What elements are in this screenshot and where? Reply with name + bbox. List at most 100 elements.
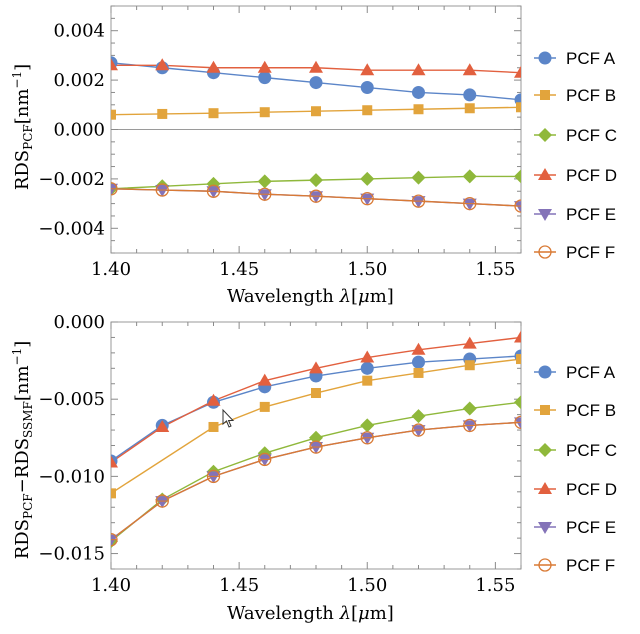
data-point-pcf-a <box>412 355 425 369</box>
legend-marker <box>538 365 552 379</box>
legend-label: PCF E <box>566 518 616 537</box>
x-tick-label: 1.55 <box>475 259 515 280</box>
legend-marker <box>538 51 552 65</box>
data-point-pcf-f <box>360 431 374 445</box>
data-point-pcf-f <box>463 196 477 211</box>
x-tick-label: 1.55 <box>475 575 515 596</box>
y-tick-label: −0.004 <box>38 218 105 239</box>
data-point-pcf-f <box>258 187 272 201</box>
data-point-pcf-e <box>462 198 477 211</box>
data-point-pcf-c <box>309 430 323 445</box>
data-point-pcf-d <box>206 393 221 406</box>
data-point-pcf-b <box>516 354 521 365</box>
data-point-pcf-c <box>462 401 477 416</box>
data-point-pcf-b <box>464 360 475 371</box>
series-area <box>111 56 521 214</box>
y-tick-label: 0.000 <box>53 312 105 333</box>
legend-label: PCF B <box>566 401 616 420</box>
data-point-pcf-d <box>309 361 323 374</box>
data-point-pcf-b <box>311 106 321 117</box>
legend-item: PCF C <box>534 126 617 145</box>
data-point-pcf-d <box>206 60 221 73</box>
data-point-pcf-b <box>208 108 219 119</box>
data-point-pcf-d <box>155 419 170 432</box>
y-tick-label: 0.000 <box>53 120 105 141</box>
data-point-pcf-f <box>463 418 477 433</box>
data-point-pcf-d <box>309 60 323 73</box>
legend-item: PCF A <box>534 49 616 68</box>
data-point-pcf-d <box>257 60 272 73</box>
legend-label: PCF C <box>566 441 617 460</box>
data-point-pcf-f <box>206 184 221 198</box>
legend-marker <box>540 90 550 100</box>
legend-marker <box>538 245 552 259</box>
legend-label: PCF E <box>566 205 616 224</box>
data-point-pcf-e <box>206 186 221 199</box>
data-point-pcf-a <box>463 88 477 102</box>
x-tick-label: 1.50 <box>347 259 387 280</box>
data-point-pcf-b <box>413 367 424 378</box>
legend: PCF A PCF B PCF C PCF D PCF E PCF F <box>534 363 617 575</box>
data-point-pcf-c <box>514 169 521 184</box>
data-point-pcf-e <box>206 471 221 484</box>
data-point-pcf-d <box>411 63 426 76</box>
data-point-pcf-d <box>462 63 477 76</box>
data-point-pcf-b <box>516 102 521 113</box>
data-point-pcf-f <box>309 440 323 454</box>
data-point-pcf-f <box>514 415 521 429</box>
data-point-pcf-f <box>360 192 374 206</box>
data-point-pcf-e <box>155 496 170 509</box>
legend-label: PCF B <box>566 86 616 105</box>
data-point-pcf-d <box>411 342 426 355</box>
legend-label: PCF F <box>566 556 615 575</box>
data-point-pcf-c <box>514 395 521 410</box>
legend-item: PCF E <box>534 518 616 537</box>
legend-label: PCF C <box>566 126 617 145</box>
legend-item: PCF B <box>534 401 616 420</box>
y-axis-label: RDSPCF−RDSSSMF[nm−1] <box>10 341 35 560</box>
data-point-pcf-c <box>360 171 375 186</box>
legend-marker <box>538 482 552 494</box>
legend-item: PCF C <box>534 441 617 460</box>
data-point-pcf-b <box>259 107 270 118</box>
legend-marker <box>538 522 552 534</box>
data-point-pcf-f <box>111 182 118 196</box>
data-point-pcf-a <box>412 85 425 99</box>
data-point-pcf-d <box>360 63 375 76</box>
data-point-pcf-c <box>462 169 477 184</box>
chart-panel-2: 1.40 1.45 1.50 1.55 0.000 −0.005 −0.010 −0.015 W… <box>10 312 617 624</box>
x-tick-label: 1.40 <box>91 259 131 280</box>
data-point-pcf-e <box>155 185 170 198</box>
data-point-pcf-d <box>514 330 521 343</box>
y-tick-label: −0.015 <box>38 544 105 565</box>
y-tick-label: 0.002 <box>53 70 105 91</box>
legend-marker <box>538 168 552 180</box>
data-point-pcf-e <box>309 442 323 455</box>
data-point-pcf-b <box>157 108 168 119</box>
data-point-pcf-b <box>362 105 373 116</box>
x-tick-label: 1.50 <box>347 575 387 596</box>
data-point-pcf-b <box>259 401 270 412</box>
x-axis-label: Wavelength λ[μm] <box>227 603 394 624</box>
data-point-pcf-b <box>464 103 475 114</box>
x-axis-label: Wavelength λ[μm] <box>227 286 394 307</box>
y-tick-label: −0.002 <box>38 169 105 190</box>
data-point-pcf-e <box>411 196 426 209</box>
data-point-pcf-c <box>309 173 323 188</box>
legend-item: PCF D <box>534 166 617 185</box>
legend-item: PCF D <box>534 480 617 499</box>
legend-item: PCF A <box>534 363 616 382</box>
legend-label: PCF F <box>566 243 615 262</box>
legend-marker <box>538 128 552 142</box>
data-point-pcf-a <box>360 361 374 375</box>
data-point-pcf-d <box>257 373 272 386</box>
data-point-pcf-e <box>462 420 477 433</box>
data-point-pcf-f <box>309 189 323 203</box>
data-point-pcf-b <box>413 104 424 115</box>
legend-marker <box>538 558 552 572</box>
data-point-pcf-f <box>258 452 272 467</box>
data-point-pcf-d <box>360 350 375 363</box>
data-point-pcf-c <box>360 418 375 433</box>
data-point-pcf-f <box>111 533 118 547</box>
